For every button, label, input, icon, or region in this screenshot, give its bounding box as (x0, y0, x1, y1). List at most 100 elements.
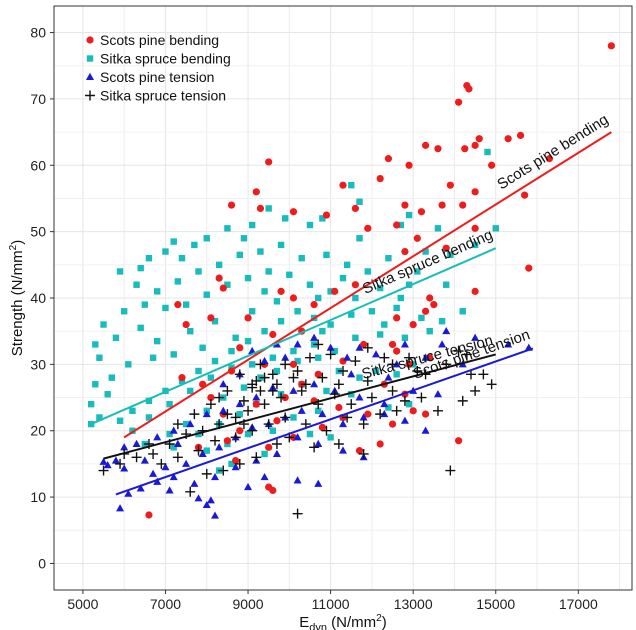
data-point (433, 390, 442, 398)
legend-label: Sitka spruce bending (100, 51, 231, 67)
data-point (141, 301, 149, 308)
data-point (257, 248, 264, 255)
data-point (252, 393, 261, 401)
data-point (137, 264, 144, 272)
data-point (393, 221, 401, 229)
data-point (447, 251, 454, 259)
data-point (145, 511, 153, 519)
data-point (190, 479, 199, 487)
data-point (205, 399, 216, 410)
data-point (504, 135, 512, 143)
data-point (269, 330, 277, 339)
data-point (228, 347, 235, 355)
data-point (321, 425, 332, 436)
data-point (203, 447, 210, 454)
data-point (376, 440, 384, 448)
data-point (309, 442, 320, 453)
data-point (100, 321, 107, 328)
data-point (236, 410, 243, 418)
data-point (434, 225, 442, 232)
data-point (211, 318, 219, 325)
data-point (385, 254, 392, 262)
data-point (360, 340, 368, 349)
data-point (277, 318, 285, 325)
data-point (399, 395, 410, 406)
data-point (129, 427, 136, 434)
data-point (347, 370, 356, 378)
data-point (198, 449, 207, 457)
data-point (297, 406, 306, 414)
data-point (290, 414, 297, 421)
data-point (161, 463, 170, 471)
data-point (194, 494, 203, 502)
data-point (397, 221, 404, 229)
data-point (459, 201, 467, 209)
data-point (443, 281, 450, 288)
data-point (129, 407, 136, 415)
data-point (388, 340, 397, 349)
data-point (465, 85, 473, 93)
data-point (421, 141, 430, 149)
data-point (331, 287, 339, 295)
data-point (230, 432, 241, 443)
data-point (300, 379, 311, 390)
data-point (236, 427, 244, 435)
data-point (244, 274, 252, 282)
data-point (331, 347, 338, 355)
data-point (172, 419, 183, 430)
data-point (103, 461, 112, 469)
x-axis-title: Edyn (N/mm2) (299, 613, 386, 630)
data-point (276, 392, 287, 403)
data-point (358, 419, 369, 430)
data-point (232, 456, 240, 465)
data-point (380, 399, 389, 408)
data-point (182, 301, 190, 308)
data-point (170, 238, 177, 245)
data-point (191, 241, 198, 249)
data-point (471, 224, 479, 232)
data-point (165, 486, 174, 494)
data-point (154, 288, 161, 295)
legend: Scots pine bending Sitka spruce bending Sc… (85, 32, 231, 104)
data-point (269, 354, 277, 361)
data-point (417, 208, 426, 216)
data-point (355, 343, 364, 351)
data-point (339, 181, 347, 189)
data-point (166, 430, 173, 438)
data-point (224, 281, 231, 288)
data-point (327, 288, 334, 295)
data-point (414, 268, 421, 275)
data-point (319, 215, 326, 222)
data-point (96, 354, 103, 361)
data-point (401, 201, 409, 209)
data-point (442, 326, 451, 335)
data-point (99, 457, 108, 465)
y-tick-label: 80 (30, 25, 46, 41)
data-point (545, 155, 554, 163)
data-point (145, 397, 153, 405)
data-point (317, 372, 328, 383)
data-point (356, 374, 363, 381)
data-point (461, 349, 472, 360)
data-point (277, 287, 285, 295)
data-point (170, 444, 177, 451)
data-point (169, 426, 178, 434)
data-point (131, 452, 142, 463)
data-point (421, 307, 430, 315)
data-point (232, 334, 239, 342)
data-point (252, 188, 260, 196)
data-point (486, 379, 497, 390)
data-point (267, 369, 278, 380)
data-point (280, 412, 291, 423)
y-tick-label: 0 (38, 555, 46, 571)
data-point (379, 352, 390, 363)
data-point (310, 380, 319, 388)
data-point (156, 458, 167, 469)
data-point (195, 367, 202, 375)
data-point (314, 439, 323, 447)
data-point (271, 439, 282, 449)
data-point (416, 392, 427, 403)
data-point (339, 446, 347, 454)
data-point (186, 419, 195, 428)
